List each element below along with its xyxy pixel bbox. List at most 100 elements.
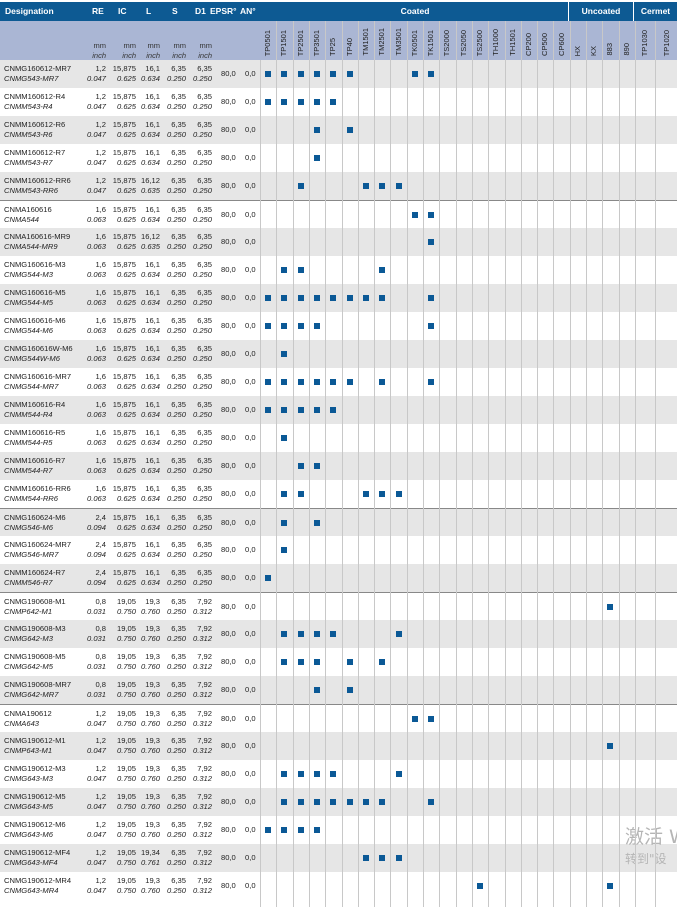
value-mm: 6,35 — [171, 176, 186, 185]
cell-l: 16,12 0.635 — [136, 176, 160, 196]
cell-l: 19,3 0.760 — [136, 680, 160, 700]
table-row: CNMG160624-MR7 CNMG546-MR7 2,4 0.094 15,875 0… — [0, 536, 677, 564]
cell-d1: 6,35 0.250 — [186, 120, 212, 140]
cell-epsr: 80,0 — [221, 321, 236, 330]
value-inch: 0.760 — [140, 634, 160, 643]
designation-ansi: CNMG642-M3 — [4, 634, 53, 643]
grade-mark-TP3501 — [314, 295, 321, 301]
designation-ansi: CNMP642-M1 — [4, 607, 53, 616]
value-inch: 0.250 — [166, 382, 186, 391]
value-inch: 0.250 — [192, 270, 212, 279]
cell-ic: 19,05 0.750 — [108, 597, 136, 617]
designation-ansi: CNMG643-M3 — [4, 774, 53, 783]
column-divider — [520, 21, 522, 907]
designation-ansi: CNMA544-MR9 — [4, 242, 58, 251]
grade-mark-883 — [607, 604, 614, 610]
cell-d1: 6,35 0.250 — [186, 205, 212, 225]
grade-header-TP40: TP40 — [344, 38, 354, 56]
unit-mm: mm — [93, 41, 107, 50]
cell-s: 6,35 0.250 — [160, 736, 186, 756]
value-inch: 0.625 — [116, 102, 136, 111]
cell-ic: 15,875 0.625 — [108, 120, 136, 140]
value-inch: 0.250 — [192, 494, 212, 503]
cell-ic: 15,875 0.625 — [108, 176, 136, 196]
value-mm: 6,35 — [171, 540, 186, 549]
value-inch: 0.250 — [166, 830, 186, 839]
column-divider — [537, 21, 539, 907]
value-mm: 6,35 — [171, 709, 186, 718]
cell-an: 0,0 — [245, 741, 256, 750]
cell-an: 0,0 — [245, 769, 256, 778]
value-mm: 15,875 — [112, 456, 136, 465]
value-mm: 6,35 — [171, 92, 186, 101]
grade-mark-TP3501 — [314, 323, 321, 329]
cell-l: 16,1 0.634 — [136, 260, 160, 280]
value-inch: 0.760 — [140, 886, 160, 895]
value-mm: 1,2 — [95, 764, 106, 773]
cell-epsr: 80,0 — [221, 602, 236, 611]
cell-epsr: 80,0 — [221, 181, 236, 190]
col-d1: D1 — [195, 6, 206, 16]
grade-mark-TM2501 — [379, 267, 386, 273]
designation-iso: CNMM160612-R7 — [4, 148, 66, 157]
col-an: AN° — [240, 6, 256, 16]
value-mm: 6,35 — [171, 513, 186, 522]
grade-header-TH1501: TH1501 — [507, 29, 517, 56]
value-mm: 19,3 — [145, 764, 160, 773]
designation-iso: CNMG160616-M5 — [4, 288, 66, 297]
cell-d1: 7,92 0.312 — [186, 597, 212, 617]
column-divider — [439, 21, 441, 907]
grade-mark-TM1501 — [362, 491, 369, 497]
cell-d1: 6,35 0.250 — [186, 513, 212, 533]
value-inch: 0.250 — [192, 523, 212, 532]
designation-ansi: CNMA544 — [4, 215, 40, 224]
designation-cell: CNMG160624-M6 CNMG546-M6 — [4, 513, 66, 533]
designation-ansi: CNMP643-M1 — [4, 746, 53, 755]
grade-mark-TP40 — [346, 127, 353, 133]
value-mm: 19,3 — [145, 652, 160, 661]
value-mm: 6,35 — [171, 232, 186, 241]
grade-mark-TP1501 — [281, 323, 288, 329]
value-mm: 15,875 — [112, 568, 136, 577]
value-inch: 0.312 — [192, 858, 212, 867]
table-row: CNMM160612-R4 CNMM543-R4 1,2 0.047 15,875 0.6… — [0, 88, 677, 116]
value-mm: 6,35 — [171, 260, 186, 269]
value-inch: 0.250 — [166, 886, 186, 895]
cell-l: 19,3 0.760 — [136, 709, 160, 729]
value-inch: 0.250 — [166, 326, 186, 335]
grade-header-890: 890 — [621, 43, 631, 56]
designation-ansi: CNMG642-M5 — [4, 662, 53, 671]
value-mm: 7,92 — [197, 764, 212, 773]
cell-l: 16,1 0.634 — [136, 484, 160, 504]
value-inch: 0.634 — [140, 158, 160, 167]
value-mm: 6,35 — [197, 288, 212, 297]
designation-iso: CNMA160616-MR9 — [4, 232, 71, 241]
value-inch: 0.063 — [86, 494, 106, 503]
table-row: CNMG190612-M1 CNMP643-M1 1,2 0.047 19,05 0.75… — [0, 732, 677, 760]
cell-re: 0,8 0.031 — [84, 597, 106, 617]
grade-mark-TP3501 — [314, 379, 321, 385]
cell-l: 16,1 0.634 — [136, 456, 160, 476]
table-row: CNMM160612-RR6 CNMM543-RR6 1,2 0.047 15,875 0… — [0, 172, 677, 200]
value-inch: 0.047 — [86, 858, 106, 867]
cell-l: 16,1 0.634 — [136, 64, 160, 84]
cell-ic: 15,875 0.625 — [108, 205, 136, 225]
unit-d1: mm inch — [186, 41, 212, 61]
cell-ic: 15,875 0.625 — [108, 372, 136, 392]
grade-mark-TP40 — [346, 71, 353, 77]
cell-s: 6,35 0.250 — [160, 624, 186, 644]
value-mm: 15,875 — [112, 260, 136, 269]
value-inch: 0.250 — [166, 186, 186, 195]
value-mm: 16,12 — [140, 232, 160, 241]
cell-an: 0,0 — [245, 210, 256, 219]
grade-mark-883 — [607, 743, 614, 749]
header-row: Designation RE IC L S D1 EPSR° AN° Coate… — [0, 2, 677, 21]
value-inch: 0.063 — [86, 242, 106, 251]
value-mm: 1,6 — [95, 232, 106, 241]
value-mm: 19,05 — [116, 624, 136, 633]
designation-cell: CNMM160616-R4 CNMM544-R4 — [4, 400, 65, 420]
cell-s: 6,35 0.250 — [160, 792, 186, 812]
value-inch: 0.250 — [166, 719, 186, 728]
value-mm: 6,35 — [171, 484, 186, 493]
value-mm: 7,92 — [197, 848, 212, 857]
